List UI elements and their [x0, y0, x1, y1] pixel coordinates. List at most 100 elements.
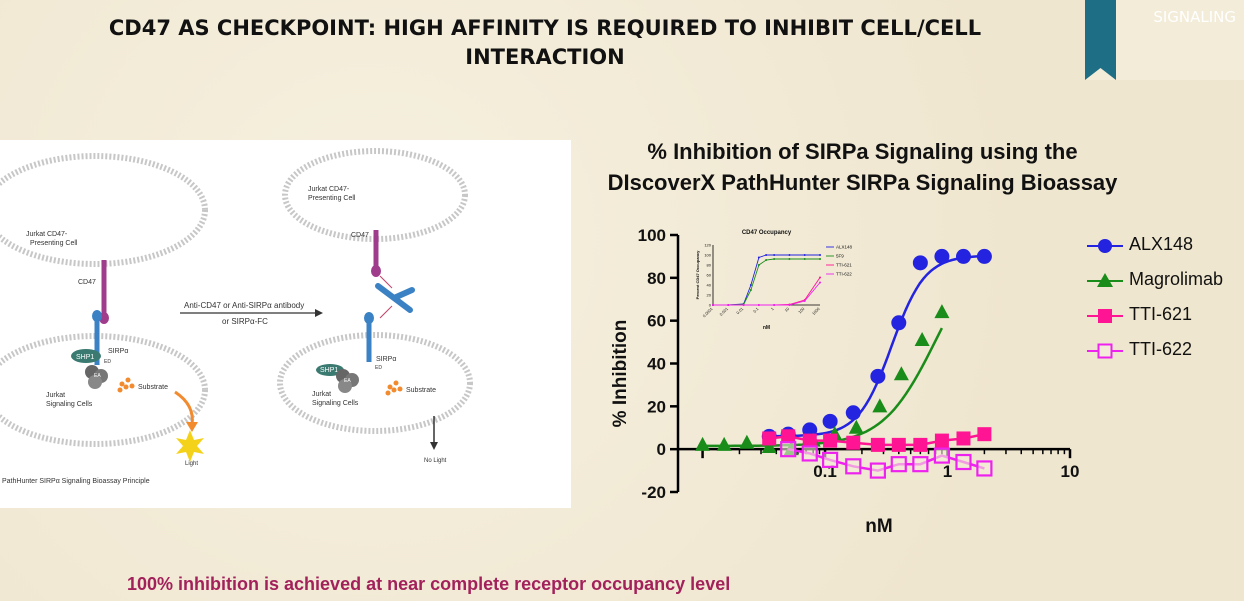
- inset-y-tick-label: 60: [707, 273, 712, 278]
- inset-x-tick-label: 0.01: [735, 306, 745, 316]
- inset-point-alx148: [773, 254, 776, 256]
- inset-series-alx148: [713, 254, 820, 306]
- inset-point-tti-622: [712, 304, 714, 306]
- right-substrate: Substrate: [385, 380, 436, 396]
- point-alx148: [955, 248, 971, 264]
- footnote: 100% inhibition is achieved at near comp…: [127, 574, 731, 594]
- legend-label-tti-622: TTI-622: [1129, 339, 1193, 359]
- left-signaling-label-2: Signaling Cells: [46, 401, 93, 408]
- y-axis-label: % Inhibition: [610, 320, 631, 428]
- inset-point-tti-622: [803, 300, 806, 302]
- left-presenting-cell: Jurkat CD47- Presenting Cell: [0, 153, 208, 267]
- section-banner: [1085, 0, 1244, 80]
- point-magrolimab: [872, 398, 888, 413]
- chart-title: % Inhibition of SIRPa Signaling using th…: [580, 136, 1145, 198]
- left-cd47-label: CD47: [78, 279, 96, 286]
- left-light-arrow: [174, 390, 198, 432]
- point-tti-622: [955, 453, 972, 471]
- inset-point-5f9: [765, 259, 768, 261]
- inset-point-5f9: [819, 258, 821, 260]
- point-tti-622: [890, 456, 907, 473]
- inset-point-5f9: [757, 264, 760, 266]
- point-magrolimab: [695, 436, 711, 451]
- diagram-caption: PathHunter SIRPα Signaling Bioassay Prin…: [2, 478, 150, 485]
- x-axis-label: nM: [865, 516, 892, 537]
- point-alx148: [822, 413, 838, 429]
- inset-point-alx148: [749, 284, 752, 286]
- right-signaling-label-2: Signaling Cells: [312, 400, 359, 407]
- chart-title-line-1: % Inhibition of SIRPa Signaling using th…: [647, 139, 1078, 164]
- point-tti-621: [846, 435, 861, 450]
- y-tick-label: 60: [647, 312, 666, 331]
- inset-y-tick-label: 80: [707, 263, 712, 268]
- point-tti-622: [976, 460, 993, 477]
- inset-x-tick-label: 0.0001: [702, 306, 715, 319]
- x-tick-label: 10: [1061, 462, 1080, 481]
- inset-point-alx148: [803, 254, 806, 256]
- inset-point-tti-622: [727, 304, 730, 306]
- left-ed-label: ED: [104, 359, 111, 365]
- inset-y-tick-label: 0: [709, 303, 712, 308]
- inset-legend-label-tti-622: TTI-622: [836, 272, 852, 277]
- treatment-arrow: Anti-CD47 or Anti-SIRPα antibody or SIRP…: [180, 301, 323, 326]
- left-substrate: Substrate: [117, 377, 168, 393]
- light-burst-icon: Light: [176, 430, 204, 467]
- inset-point-tti-621: [819, 276, 821, 279]
- point-alx148: [934, 248, 950, 264]
- point-tti-622: [933, 447, 951, 464]
- point-tti-621: [802, 433, 817, 448]
- point-alx148: [891, 315, 907, 331]
- point-tti-621: [913, 437, 928, 452]
- right-cell-label-1: Jurkat CD47-: [308, 186, 350, 193]
- y-tick-label: 20: [647, 397, 666, 416]
- section-banner-label: SIGNALING: [1153, 8, 1236, 26]
- inset-x-tick-label: 1000: [811, 306, 821, 316]
- left-cell-label-1: Jurkat CD47-: [26, 231, 68, 238]
- right-nolight-label: No Light: [424, 458, 447, 464]
- inset-y-tick-label: 100: [704, 253, 711, 258]
- inset-point-tti-622: [742, 304, 745, 306]
- right-cd47-receptor: CD47: [351, 230, 381, 277]
- right-sirpa-label: SIRPα: [376, 356, 396, 363]
- inset-point-alx148: [788, 254, 791, 256]
- arrow-label-1: Anti-CD47 or Anti-SIRPα antibody: [184, 301, 304, 310]
- inset-x-tick-label: 0.1: [752, 306, 760, 314]
- point-magrolimab: [914, 331, 930, 346]
- inset-point-5f9: [749, 289, 752, 291]
- point-tti-621: [870, 437, 885, 452]
- point-tti-622: [912, 456, 929, 473]
- left-sirpa-label: SIRPα: [108, 348, 128, 355]
- inset-title: CD47 Occupancy: [742, 230, 792, 236]
- left-ea-label: EA: [94, 373, 101, 379]
- right-signaling-cell: Jurkat Signaling Cells: [277, 332, 473, 434]
- right-substrate-label: Substrate: [406, 387, 436, 394]
- chart-title-line-2: DIscoverX PathHunter SIRPa Signaling Bio…: [607, 170, 1118, 195]
- y-tick-label: 100: [638, 226, 666, 245]
- point-tti-621: [762, 431, 777, 446]
- inset-point-alx148: [757, 256, 760, 259]
- inset-point-5f9: [803, 258, 806, 260]
- x-tick-label: 1: [943, 462, 952, 481]
- bioassay-diagram: Jurkat CD47- Presenting Cell Jurkat Sign…: [0, 140, 571, 508]
- point-tti-622: [845, 458, 862, 475]
- inset-point-tti-622: [757, 304, 760, 306]
- right-sirpa-receptor: SIRPα ED: [364, 312, 396, 371]
- inset-y-tick-label: 20: [707, 293, 712, 298]
- y-tick-label: -20: [641, 483, 666, 502]
- inset-series-5f9: [713, 258, 820, 306]
- point-magrolimab: [848, 419, 864, 434]
- left-cell-label-2: Presenting Cell: [30, 240, 78, 247]
- inset-x-tick-label: 0.001: [718, 306, 729, 317]
- left-ea-complex: EA: [85, 365, 108, 389]
- inset-series-tti-622: [713, 282, 821, 306]
- antibody-icon: [375, 275, 415, 319]
- inset-legend-label-tti-621: TTI-621: [836, 263, 852, 268]
- inset-x-tick-label: 1: [770, 306, 776, 312]
- y-tick-label: 0: [657, 440, 666, 459]
- slide-title-line-1: CD47 AS CHECKPOINT: HIGH AFFINITY IS REQ…: [108, 16, 982, 40]
- point-tti-622: [801, 445, 818, 462]
- y-tick-label: 40: [647, 355, 666, 374]
- right-cell-label-2: Presenting Cell: [308, 195, 356, 202]
- left-signaling-cell: Jurkat Signaling Cells: [0, 333, 208, 447]
- occupancy-inset-chart: CD47 Occupancy 0 20 40 60 80 100 120 0.0001 0.001…: [695, 230, 853, 331]
